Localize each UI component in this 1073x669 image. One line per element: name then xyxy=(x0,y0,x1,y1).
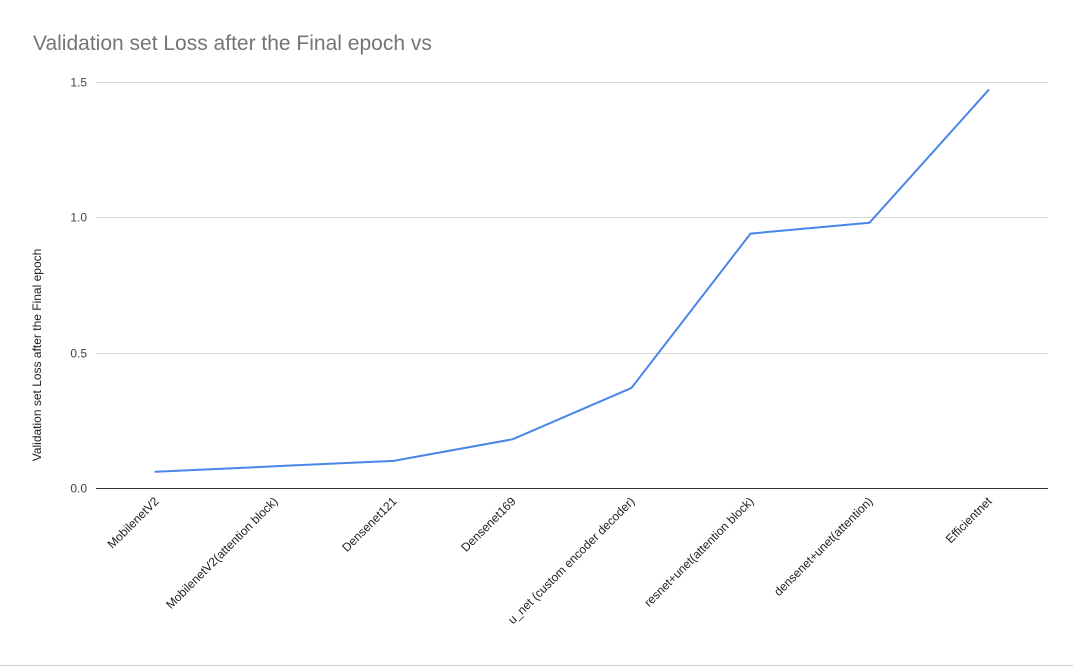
series-line xyxy=(154,89,990,473)
x-tick-label: MobilenetV2(attention block) xyxy=(163,494,280,611)
y-tick-label: 1.5 xyxy=(70,76,87,90)
x-tick-label: Efficientnet xyxy=(943,494,995,546)
y-axis-ticks: 0.0 0.5 1.0 1.5 xyxy=(70,76,87,496)
x-tick-label: Densenet169 xyxy=(458,494,519,555)
gridlines xyxy=(96,82,1048,489)
x-tick-label: Densenet121 xyxy=(339,494,400,555)
x-tick-label: resnet+unet(attention block) xyxy=(641,494,756,609)
x-axis-ticks: MobilenetV2 MobilenetV2(attention block) D… xyxy=(105,494,996,627)
x-tick-label: u_net (custom encoder decoder) xyxy=(505,494,638,627)
y-tick-label: 0.0 xyxy=(70,482,87,496)
x-tick-label: MobilenetV2 xyxy=(105,494,162,551)
y-tick-label: 1.0 xyxy=(70,211,87,225)
y-axis-label: Validation set Loss after the Final epoc… xyxy=(30,249,44,462)
x-tick-label: densenet+unet(attention) xyxy=(771,494,875,598)
chart-title: Validation set Loss after the Final epoc… xyxy=(33,32,432,55)
series-layer xyxy=(154,89,990,473)
y-tick-label: 0.5 xyxy=(70,347,87,361)
